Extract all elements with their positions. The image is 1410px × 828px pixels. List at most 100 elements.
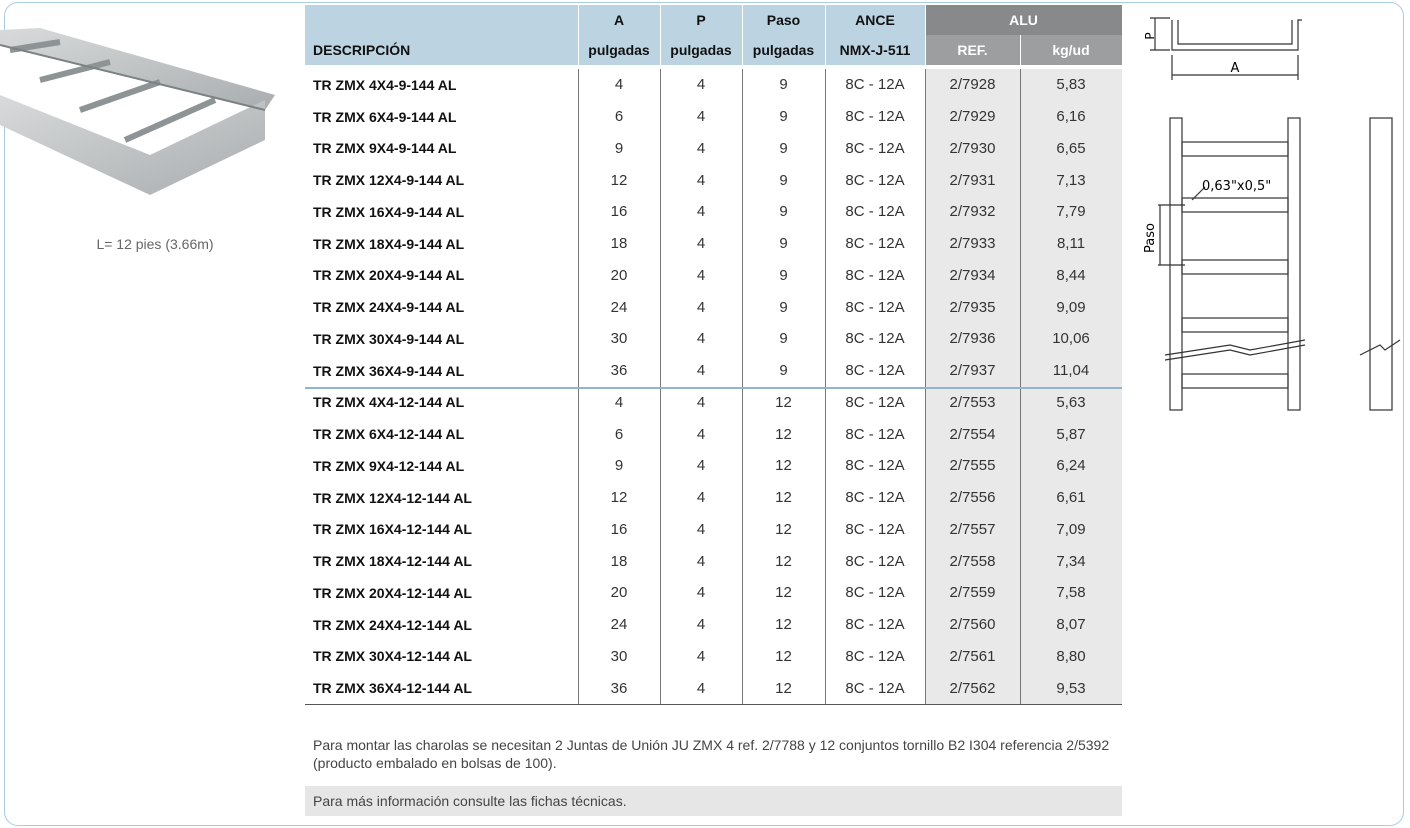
description: TR ZMX 9X4-9-144 AL xyxy=(305,133,578,165)
description: TR ZMX 16X4-9-144 AL xyxy=(305,196,578,228)
cell: 2/7561 xyxy=(925,641,1020,673)
diagram-label: 0,63"x0,5" xyxy=(1202,179,1271,194)
cell: 4 xyxy=(578,69,660,101)
description: TR ZMX 18X4-9-144 AL xyxy=(305,228,578,260)
header-cell: P xyxy=(660,5,742,35)
diagram-label: A xyxy=(1231,61,1240,76)
header-cell: Paso xyxy=(742,5,825,35)
cell: 4 xyxy=(660,355,742,387)
cell: 7,13 xyxy=(1020,164,1122,196)
cell: 4 xyxy=(660,164,742,196)
cell: 8,44 xyxy=(1020,260,1122,292)
description: TR ZMX 6X4-12-144 AL xyxy=(305,418,578,450)
cell: 2/7928 xyxy=(925,69,1020,101)
cell: 8C - 12A xyxy=(825,323,925,355)
description: TR ZMX 9X4-12-144 AL xyxy=(305,450,578,482)
cell: 9 xyxy=(742,101,825,133)
cell: 2/7936 xyxy=(925,323,1020,355)
description: TR ZMX 4X4-9-144 AL xyxy=(305,69,578,101)
header-cell: pulgadas xyxy=(578,35,660,65)
cell: 8C - 12A xyxy=(825,641,925,673)
cell: 20 xyxy=(578,577,660,609)
cell: 30 xyxy=(578,323,660,355)
cell: 4 xyxy=(660,450,742,482)
group-divider xyxy=(305,387,1122,389)
description: TR ZMX 24X4-12-144 AL xyxy=(305,609,578,641)
cell: 12 xyxy=(742,482,825,514)
cell: 2/7560 xyxy=(925,609,1020,641)
cell: 2/7553 xyxy=(925,387,1020,419)
cell: 9 xyxy=(742,164,825,196)
header-cell: A xyxy=(578,5,660,35)
cell: 24 xyxy=(578,291,660,323)
diagram-label: P xyxy=(1143,32,1157,39)
cell: 30 xyxy=(578,641,660,673)
cell: 4 xyxy=(660,482,742,514)
cell: 8C - 12A xyxy=(825,450,925,482)
cell: 11,04 xyxy=(1020,355,1122,387)
cell: 8,07 xyxy=(1020,609,1122,641)
cell: 9 xyxy=(578,133,660,165)
description: TR ZMX 6X4-9-144 AL xyxy=(305,101,578,133)
note: Para montar las charolas se necesitan 2 … xyxy=(305,736,1122,772)
cell: 2/7556 xyxy=(925,482,1020,514)
cell: 8C - 12A xyxy=(825,291,925,323)
cell: 12 xyxy=(742,450,825,482)
cell: 20 xyxy=(578,260,660,292)
cell: 6,16 xyxy=(1020,101,1122,133)
header-cell: REF. xyxy=(925,35,1020,65)
caption: L= 12 pies (3.66m) xyxy=(60,236,250,252)
cell: 8C - 12A xyxy=(825,387,925,419)
cell: 9 xyxy=(742,260,825,292)
cell: 4 xyxy=(660,641,742,673)
cell: 2/7557 xyxy=(925,514,1020,546)
cell: 6 xyxy=(578,418,660,450)
cell: 12 xyxy=(742,577,825,609)
cell: 4 xyxy=(660,101,742,133)
description: TR ZMX 12X4-9-144 AL xyxy=(305,164,578,196)
header-cell: pulgadas xyxy=(742,35,825,65)
cell: 12 xyxy=(578,482,660,514)
header-cell: DESCRIPCIÓN xyxy=(305,35,578,65)
cell: 2/7555 xyxy=(925,450,1020,482)
cell: 4 xyxy=(578,387,660,419)
cell: 12 xyxy=(742,387,825,419)
cell: 2/7933 xyxy=(925,228,1020,260)
cell: 4 xyxy=(660,69,742,101)
description: TR ZMX 12X4-12-144 AL xyxy=(305,482,578,514)
cell: 8C - 12A xyxy=(825,133,925,165)
header-divider xyxy=(925,5,926,65)
header-cell: NMX-J-511 xyxy=(825,35,925,65)
cell: 2/7934 xyxy=(925,260,1020,292)
description: TR ZMX 16X4-12-144 AL xyxy=(305,514,578,546)
header-divider xyxy=(825,5,826,65)
cell: 9 xyxy=(742,323,825,355)
description: TR ZMX 36X4-9-144 AL xyxy=(305,355,578,387)
cell: 9 xyxy=(742,291,825,323)
header-divider xyxy=(660,5,661,65)
cell: 9 xyxy=(742,196,825,228)
header-divider xyxy=(578,5,579,65)
cell: 4 xyxy=(660,387,742,419)
cell: 2/7554 xyxy=(925,418,1020,450)
cell: 36 xyxy=(578,355,660,387)
cell: 8,80 xyxy=(1020,641,1122,673)
cell: 8C - 12A xyxy=(825,228,925,260)
diagram: P A 0,63"x0,5" Paso xyxy=(1130,0,1405,420)
cell: 4 xyxy=(660,323,742,355)
description: TR ZMX 30X4-12-144 AL xyxy=(305,641,578,673)
description: TR ZMX 20X4-12-144 AL xyxy=(305,577,578,609)
cell: 12 xyxy=(742,672,825,704)
cell: 4 xyxy=(660,514,742,546)
cell: 12 xyxy=(742,641,825,673)
description: TR ZMX 4X4-12-144 AL xyxy=(305,387,578,419)
cell: 4 xyxy=(660,418,742,450)
cell: 9 xyxy=(742,69,825,101)
cell: 5,63 xyxy=(1020,387,1122,419)
cell: 8C - 12A xyxy=(825,577,925,609)
cell: 8C - 12A xyxy=(825,482,925,514)
cell: 2/7929 xyxy=(925,101,1020,133)
description: TR ZMX 18X4-12-144 AL xyxy=(305,545,578,577)
cell: 5,83 xyxy=(1020,69,1122,101)
cell: 6,65 xyxy=(1020,133,1122,165)
